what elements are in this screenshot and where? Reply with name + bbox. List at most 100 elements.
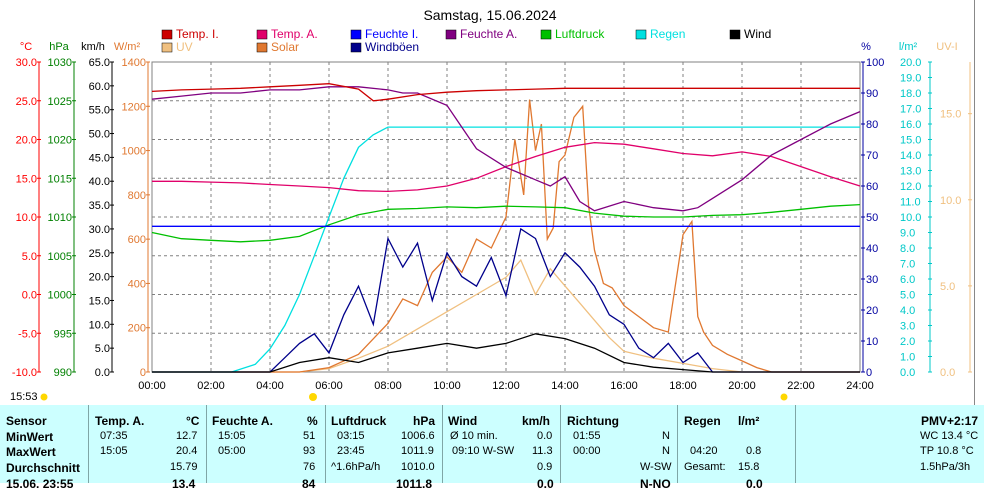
row-max-r-dir: N xyxy=(662,445,670,457)
row-max-ld-time: 23:45 xyxy=(337,445,365,457)
hdr-richtung: Richtung xyxy=(567,414,619,428)
y-axis-unit: % xyxy=(861,41,871,53)
x-tick-label: 04:00 xyxy=(256,380,284,392)
row-max-pmv: TP 10.8 °C xyxy=(920,445,974,457)
y-tick-label: 1015 xyxy=(48,173,72,185)
x-tick-label: 16:00 xyxy=(610,380,638,392)
hdr-temp-unit: °C xyxy=(186,414,200,428)
x-tick-label: 10:00 xyxy=(433,380,461,392)
series-line-uv xyxy=(152,258,860,373)
y-tick-label: 0.0 xyxy=(940,367,955,379)
y-tick-label: 1.0 xyxy=(900,352,915,364)
y-tick-label: 0 xyxy=(140,367,146,379)
x-axis: 00:00 02:00 04:00 06:00 08:00 10:00 12:00 14:00… xyxy=(138,380,874,392)
y-tick-label: 17.0 xyxy=(900,104,921,116)
y-tick-label: 1200 xyxy=(122,101,146,113)
row-max-r-time: 00:00 xyxy=(573,445,601,457)
y-tick-label: 70 xyxy=(866,150,878,162)
y-tick-label: 1400 xyxy=(122,57,146,69)
y-tick-label: -10.0 xyxy=(12,367,37,379)
y-tick-label: 50.0 xyxy=(89,129,110,141)
series-line-regen xyxy=(152,126,860,373)
sunrise-marker xyxy=(40,393,48,401)
row-avg-ld-val: 1010.0 xyxy=(401,461,435,473)
row-min-temp-time: 07:35 xyxy=(100,430,128,442)
row-current-ld: 1011.8 xyxy=(396,477,433,491)
table-divider xyxy=(325,405,326,483)
y-tick-label: 0 xyxy=(866,367,872,379)
series-line-temp-a xyxy=(152,141,861,193)
hdr-luftdruck: Luftdruck xyxy=(331,414,387,428)
y-tick-label: 35.0 xyxy=(89,200,110,212)
legend-label: Temp. I. xyxy=(176,27,219,41)
row-max-rg-time: 04:20 xyxy=(690,445,718,457)
row-avg-ld-trend: ^1.6hPa/h xyxy=(331,461,381,473)
hdr-wind: Wind xyxy=(448,414,478,428)
table-divider xyxy=(795,405,796,483)
y-tick-label: 5.0 xyxy=(900,290,915,302)
hdr-luftdruck-unit: hPa xyxy=(413,414,436,428)
y-tick-label: 9.0 xyxy=(900,228,915,240)
y-tick-label: 2.0 xyxy=(900,336,915,348)
x-tick-label: 02:00 xyxy=(197,380,225,392)
y-tick-label: 15.0 xyxy=(16,173,37,185)
y-tick-label: 65.0 xyxy=(89,57,110,69)
hdr-regen-unit: l/m² xyxy=(738,414,760,428)
y-axis-unit: km/h xyxy=(81,41,105,53)
y-tick-label: 25.0 xyxy=(89,248,110,260)
legend-label: Solar xyxy=(271,40,299,54)
legend-swatch xyxy=(445,29,457,40)
row-avg-r-dir: W-SW xyxy=(640,461,672,473)
weather-chart: Samstag, 15.06.2024 Temp. I. Temp. A. Feuc… xyxy=(10,7,972,403)
legend-swatch xyxy=(540,29,552,40)
x-tick-label: 14:00 xyxy=(551,380,579,392)
y-tick-label: 3.0 xyxy=(900,321,915,333)
row-min-pmv: WC 13.4 °C xyxy=(920,430,979,442)
y-tick-label: 0.0 xyxy=(900,367,915,379)
series-line-wind xyxy=(152,333,860,373)
y-tick-label: 18.0 xyxy=(900,88,921,100)
y-tick-label: 30.0 xyxy=(16,57,37,69)
y-tick-label: 15.0 xyxy=(900,135,921,147)
row-max-feu-val: 93 xyxy=(303,445,316,457)
y-tick-label: 90 xyxy=(866,88,878,100)
row-current-temp: 13.4 xyxy=(172,477,196,491)
row-max-wind-val: 11.3 xyxy=(532,445,553,457)
y-tick-label: 400 xyxy=(128,278,146,290)
row-max-temp-val: 20.4 xyxy=(176,445,198,457)
table-divider xyxy=(88,405,89,483)
series-layer xyxy=(151,83,861,373)
hdr-wind-unit: km/h xyxy=(522,414,551,428)
row-min-label: MinWert xyxy=(6,430,54,444)
legend-swatch xyxy=(161,42,173,53)
x-tick-label: 18:00 xyxy=(669,380,697,392)
x-tick-label: 12:00 xyxy=(492,380,520,392)
y-tick-label: 14.0 xyxy=(900,150,921,162)
y-tick-label: 55.0 xyxy=(89,105,110,117)
chart-legend: Temp. I. Temp. A. Feuchte I. Feuchte A. Luft… xyxy=(161,27,771,54)
chart-title: Samstag, 15.06.2024 xyxy=(423,7,556,23)
legend-label: UV xyxy=(176,40,193,54)
y-tick-label: 30.0 xyxy=(89,224,110,236)
legend-swatch xyxy=(161,29,173,40)
legend-label: Feuchte I. xyxy=(365,27,418,41)
y-tick-label: 1025 xyxy=(48,96,72,108)
y-tick-label: 5.0 xyxy=(22,251,37,263)
hdr-temp: Temp. A. xyxy=(95,414,145,428)
y-tick-label: 5.0 xyxy=(95,343,110,355)
x-tick-label: 22:00 xyxy=(787,380,815,392)
series-line-solar xyxy=(152,99,860,373)
y-tick-label: 0.0 xyxy=(22,290,37,302)
row-current-dir: N-NO xyxy=(640,477,671,491)
y-tick-label: 1010 xyxy=(48,212,72,224)
right-scrollbar-strip[interactable] xyxy=(974,0,984,483)
y-tick-label: 13.0 xyxy=(900,166,921,178)
y-tick-label: 800 xyxy=(128,190,146,202)
hdr-regen: Regen xyxy=(684,414,721,428)
row-max-wind-lbl: 09:10 W-SW xyxy=(452,445,515,457)
x-tick-label: 24:00 xyxy=(846,380,874,392)
y-tick-label: 45.0 xyxy=(89,152,110,164)
x-tick-label: 08:00 xyxy=(374,380,402,392)
legend-label: Windböen xyxy=(365,40,419,54)
y-tick-label: 10.0 xyxy=(940,195,961,207)
